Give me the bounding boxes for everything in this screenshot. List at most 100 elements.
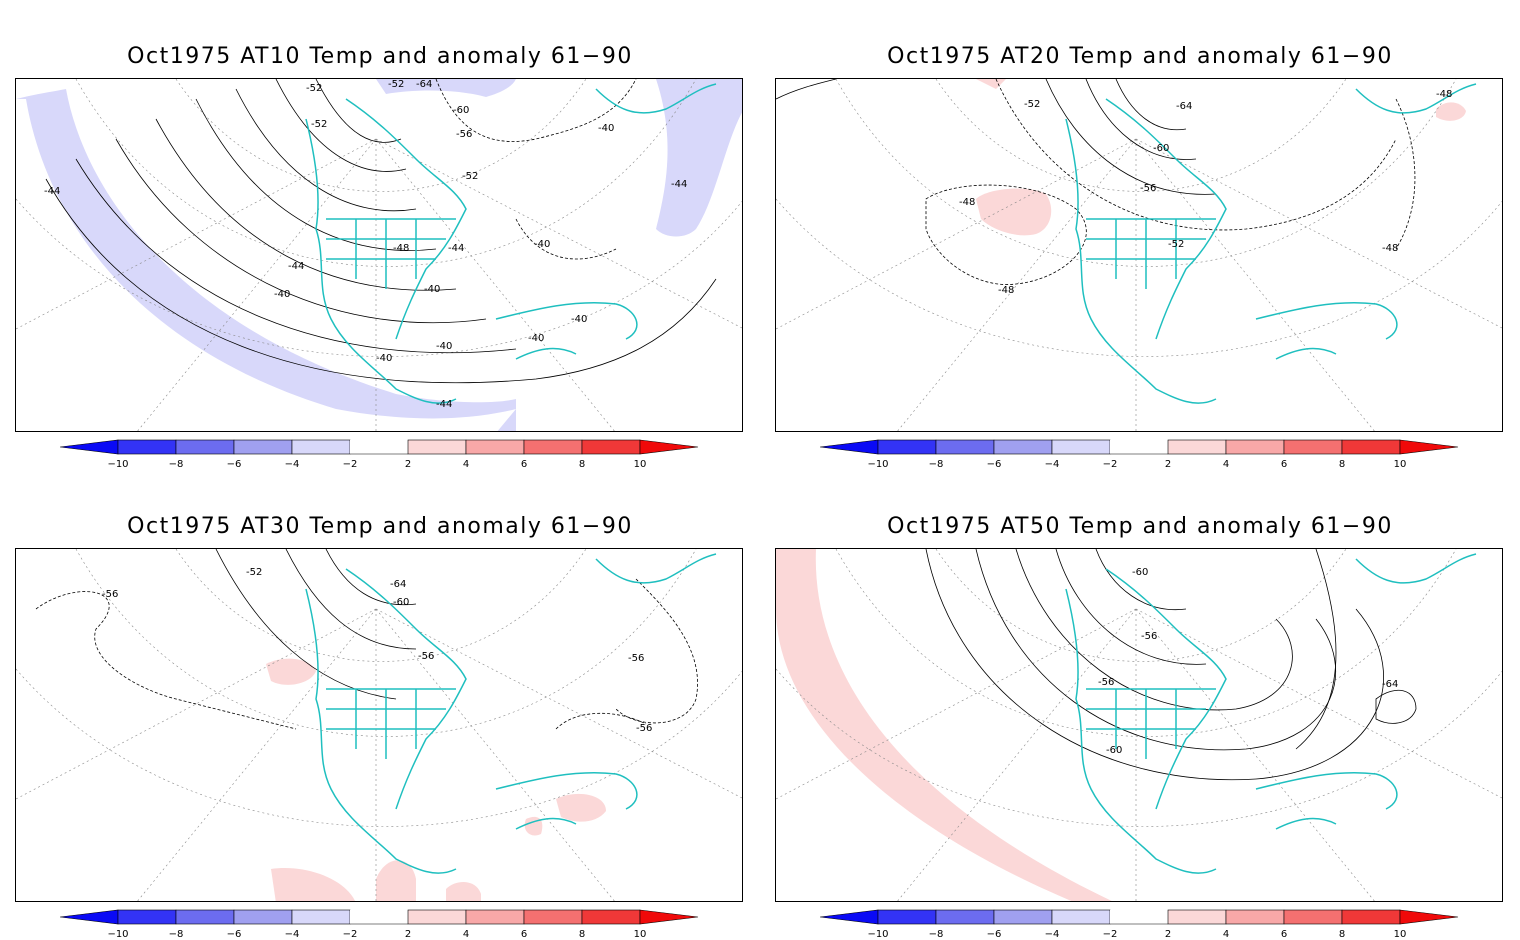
- map-panel-at50: Oct1975 AT50 Temp and anomaly 61−90: [760, 470, 1520, 940]
- colorbar-left-arrow: [820, 439, 879, 455]
- contour-labels: -52 -64 -60 -56 -48 -48 -52 -48 -48: [959, 89, 1452, 296]
- colorbar: −10 −8 −6 −4 −2 2 4 6 8 10: [60, 438, 702, 470]
- colorbar-tick-label: 6: [521, 459, 527, 470]
- colorbar-tick-label: −10: [107, 459, 128, 470]
- colorbar-swatch-neutral: [350, 440, 408, 454]
- positive-anomaly-east: [1436, 102, 1466, 121]
- colorbar-tick-label: −8: [929, 459, 944, 470]
- colorbar-swatch: [877, 439, 937, 455]
- colorbar-swatch: [465, 909, 525, 925]
- contour-label: -40: [598, 123, 614, 134]
- map-panel-at10: Oct1975 AT10 Temp and anomaly 61−90: [0, 0, 760, 470]
- colorbar-swatch: [465, 439, 525, 455]
- colorbar-swatch: [117, 909, 177, 925]
- positive-anomaly-region: [776, 549, 1112, 901]
- colorbar-tick-label: −6: [987, 929, 1002, 940]
- colorbar-tick-label: 2: [405, 459, 411, 470]
- colorbar-tick-label: −10: [107, 929, 128, 940]
- colorbar-tick-label: 4: [1223, 929, 1229, 940]
- colorbar-swatch: [407, 439, 467, 455]
- colorbar-swatch: [1051, 909, 1111, 925]
- panel-title: Oct1975 AT20 Temp and anomaly 61−90: [887, 44, 1393, 69]
- contour-label: -48: [959, 197, 975, 208]
- map-frame: -52 -64 -60 -56 -56 -56 -56: [15, 548, 743, 902]
- contour-label: -44: [288, 261, 304, 272]
- colorbar-tick-label: 2: [1165, 929, 1171, 940]
- contour-label: -52: [1168, 239, 1184, 250]
- colorbar-right-arrow: [1399, 439, 1459, 455]
- colorbar-tick-label: 2: [1165, 459, 1171, 470]
- panel-title: Oct1975 AT50 Temp and anomaly 61−90: [887, 514, 1393, 539]
- positive-anomaly-region-2: [556, 793, 606, 822]
- colorbar-swatch: [935, 909, 995, 925]
- colorbar: −10 −8 −6 −4 −2 2 4 6 8 10: [60, 908, 702, 940]
- contour-label: -52: [306, 83, 322, 94]
- colorbar-tick-label: −2: [1103, 929, 1118, 940]
- colorbar-tick-label: −6: [987, 459, 1002, 470]
- colorbar-tick-label: −2: [1103, 459, 1118, 470]
- colorbar-swatch-neutral: [1110, 440, 1168, 454]
- colorbar-left-arrow: [820, 909, 879, 925]
- colorbar-tick-label: 8: [579, 929, 585, 940]
- colorbar-left-arrow: [60, 439, 119, 455]
- colorbar-swatch: [407, 909, 467, 925]
- colorbar-tick-label: −4: [285, 929, 300, 940]
- colorbar-swatch: [1341, 439, 1401, 455]
- colorbar-tick-label: −10: [867, 929, 888, 940]
- contour-label: -40: [528, 333, 544, 344]
- contour-label: -56: [456, 129, 472, 140]
- contour-label: -40: [436, 341, 452, 352]
- colorbar-swatch: [1051, 439, 1111, 455]
- contour-label: -64: [416, 79, 432, 90]
- temperature-contours: [45, 79, 717, 384]
- colorbar-swatch: [877, 909, 937, 925]
- map-frame: -60 -56 -56 -60 -64: [775, 548, 1503, 902]
- colorbar-tick-label: 10: [634, 929, 647, 940]
- contour-label: -40: [534, 239, 550, 250]
- colorbar-tick-label: 2: [405, 929, 411, 940]
- colorbar-swatch: [1283, 909, 1343, 925]
- contour-label: -60: [1153, 143, 1169, 154]
- colorbar-tick-label: −8: [169, 929, 184, 940]
- colorbar-tick-label: −6: [227, 929, 242, 940]
- colorbar-swatch: [523, 439, 583, 455]
- colorbar-tick-label: −4: [285, 459, 300, 470]
- colorbar-swatch: [1167, 909, 1227, 925]
- contour-label: -48: [998, 285, 1014, 296]
- colorbar-swatch: [581, 909, 641, 925]
- colorbar-right-arrow: [639, 909, 699, 925]
- colorbar-right-arrow: [639, 439, 699, 455]
- contour-label: -60: [1106, 745, 1122, 756]
- colorbar-swatch-neutral: [350, 910, 408, 924]
- anomaly-shading: [776, 549, 1112, 901]
- contour-label: -40: [274, 289, 290, 300]
- colorbar-swatch-neutral: [1110, 910, 1168, 924]
- contour-label: -56: [102, 589, 118, 600]
- colorbar-tick-label: 6: [1281, 459, 1287, 470]
- contour-label: -60: [453, 105, 469, 116]
- contour-label: -40: [376, 353, 392, 364]
- contour-label: -56: [628, 653, 644, 664]
- colorbar-swatch: [291, 439, 351, 455]
- positive-anomaly-south-2: [376, 860, 416, 901]
- contour-label: -64: [1382, 679, 1398, 690]
- contour-label: -52: [1024, 99, 1040, 110]
- colorbar-swatch: [233, 439, 293, 455]
- temperature-contours: [776, 79, 1416, 285]
- colorbar-tick-label: 8: [579, 459, 585, 470]
- colorbar-swatch: [175, 909, 235, 925]
- coastlines: [305, 83, 717, 404]
- colorbar-swatch: [175, 439, 235, 455]
- contour-label: -44: [44, 186, 60, 197]
- contour-label: -52: [311, 119, 327, 130]
- panel-title: Oct1975 AT30 Temp and anomaly 61−90: [127, 514, 633, 539]
- colorbar-tick-label: 8: [1339, 929, 1345, 940]
- contour-label: -56: [636, 723, 652, 734]
- negative-anomaly-east: [656, 79, 742, 237]
- positive-anomaly-south-1: [271, 868, 355, 901]
- colorbar-swatch: [117, 439, 177, 455]
- graticule: [776, 79, 1502, 431]
- contour-label: -56: [1141, 631, 1157, 642]
- contour-label: -52: [388, 79, 404, 90]
- colorbar-tick-label: −8: [929, 929, 944, 940]
